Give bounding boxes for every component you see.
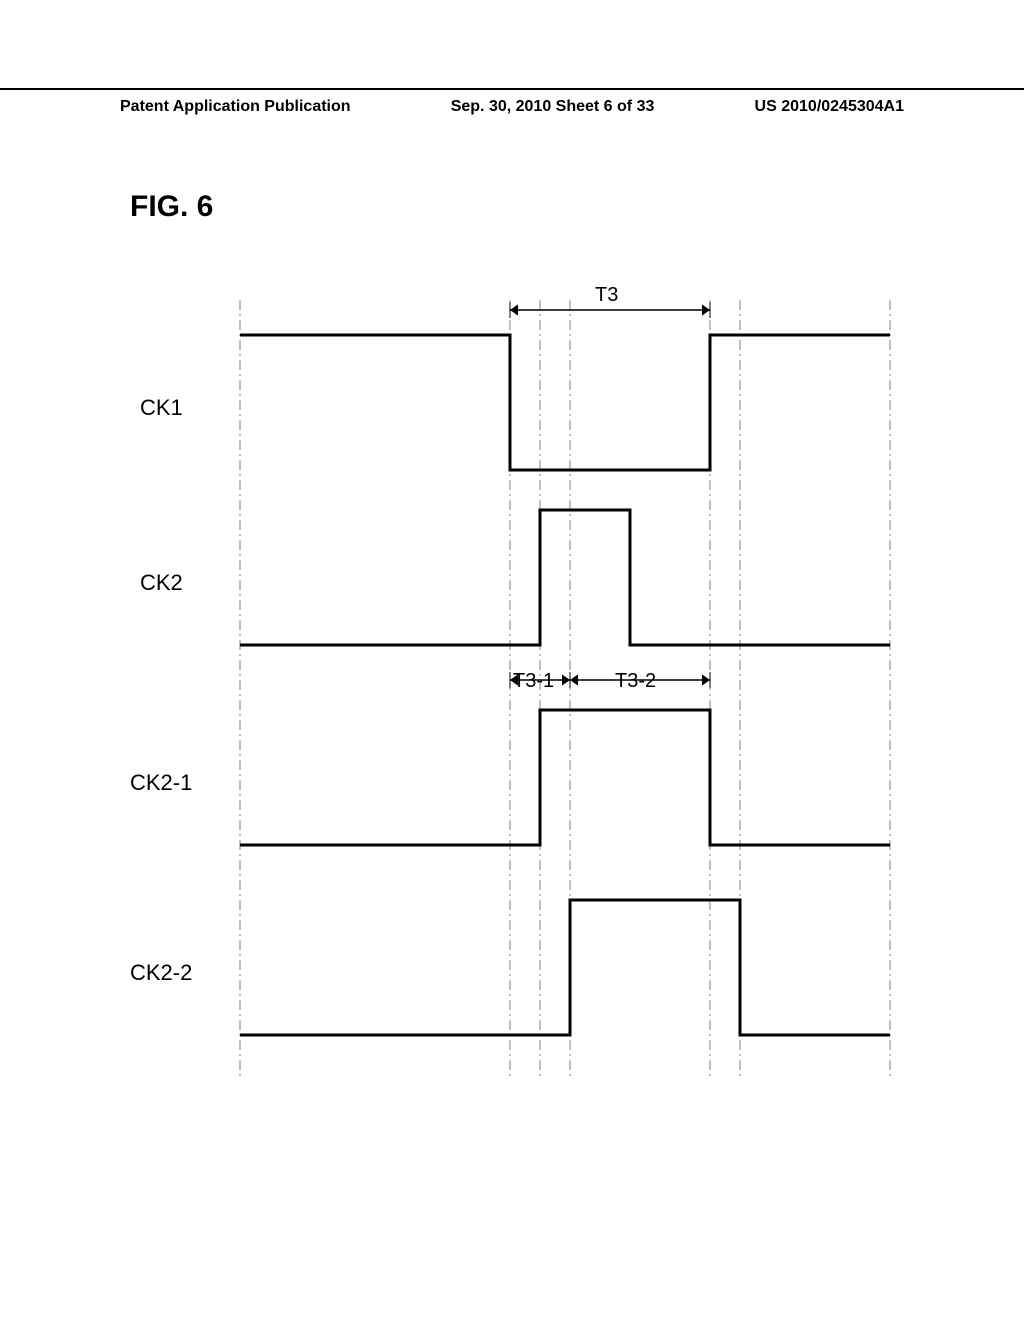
header-left: Patent Application Publication xyxy=(120,98,351,116)
signal-label-ck2-1: CK2-1 xyxy=(130,770,192,796)
header-center: Sep. 30, 2010 Sheet 6 of 33 xyxy=(451,98,655,116)
time-label-t3-1: T3-1 xyxy=(513,670,554,693)
header: Patent Application Publication Sep. 30, … xyxy=(0,88,1024,116)
figure-label: FIG. 6 xyxy=(130,190,213,224)
page: Patent Application Publication Sep. 30, … xyxy=(0,0,1024,1320)
timing-svg xyxy=(100,290,920,1130)
header-right: US 2010/0245304A1 xyxy=(755,98,904,116)
signal-label-ck2: CK2 xyxy=(140,570,183,596)
header-row: Patent Application Publication Sep. 30, … xyxy=(0,98,1024,116)
signal-label-ck1: CK1 xyxy=(140,395,183,421)
time-label-t3: T3 xyxy=(595,284,618,307)
time-label-t3-2: T3-2 xyxy=(615,670,656,693)
signal-label-ck2-2: CK2-2 xyxy=(130,960,192,986)
timing-diagram: CK1 CK2 CK2-1 CK2-2 T3 T3-1 T3-2 xyxy=(100,290,920,1130)
